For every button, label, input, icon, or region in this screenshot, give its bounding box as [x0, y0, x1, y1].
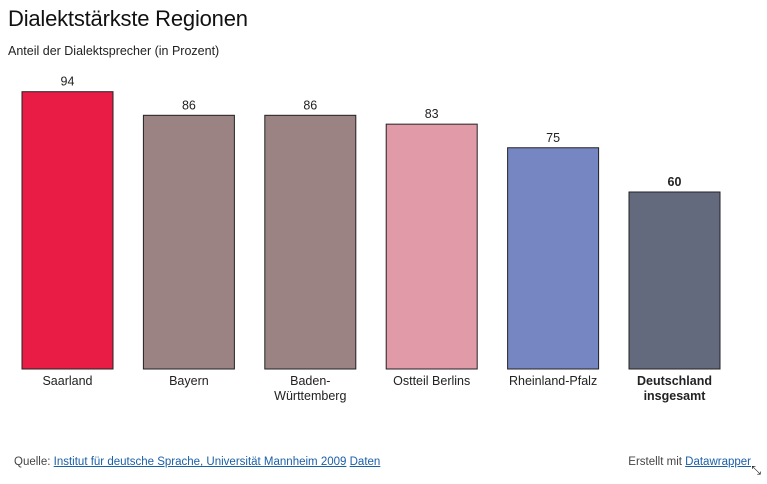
value-label-1: 86: [182, 98, 196, 112]
source-footer: Quelle: Institut für deutsche Sprache, U…: [14, 456, 380, 468]
data-link[interactable]: Daten: [349, 456, 381, 468]
chart-subtitle: Anteil der Dialektsprecher (in Prozent): [8, 44, 220, 58]
value-label-0: 94: [61, 75, 75, 89]
source-prefix: Quelle:: [14, 456, 54, 468]
bar-4: [507, 147, 600, 370]
category-label-4: Rheinland-Pfalz: [509, 374, 597, 388]
bar-2: [264, 114, 357, 370]
value-label-4: 75: [546, 131, 560, 145]
value-label-2: 86: [303, 98, 317, 112]
resize-icon[interactable]: ⤡: [751, 463, 761, 477]
datawrapper-link[interactable]: Datawrapper: [685, 456, 751, 468]
category-label-2: Baden-Württemberg: [274, 374, 346, 403]
category-label-0: Saarland: [42, 374, 92, 388]
bar-chart: 94 Saarland 86 Bayern 86 Baden-Württemberg 83 O…: [21, 75, 721, 403]
bar-5: [628, 191, 721, 370]
category-label-1: Bayern: [169, 374, 209, 388]
credit-footer: Erstellt mit Datawrapper: [628, 456, 751, 468]
credit-prefix: Erstellt mit: [628, 456, 686, 468]
bar-0: [21, 91, 114, 370]
bar-1: [142, 114, 235, 370]
value-label-3: 83: [425, 107, 439, 121]
bar-3: [385, 123, 478, 370]
chart-title: Dialektstärkste Regionen: [8, 6, 248, 31]
category-label-5: Deutschland insgesamt: [637, 374, 712, 403]
value-label-5: 60: [668, 175, 682, 189]
category-label-3: Ostteil Berlins: [393, 374, 470, 388]
source-link[interactable]: Institut für deutsche Sprache, Universit…: [53, 456, 347, 468]
